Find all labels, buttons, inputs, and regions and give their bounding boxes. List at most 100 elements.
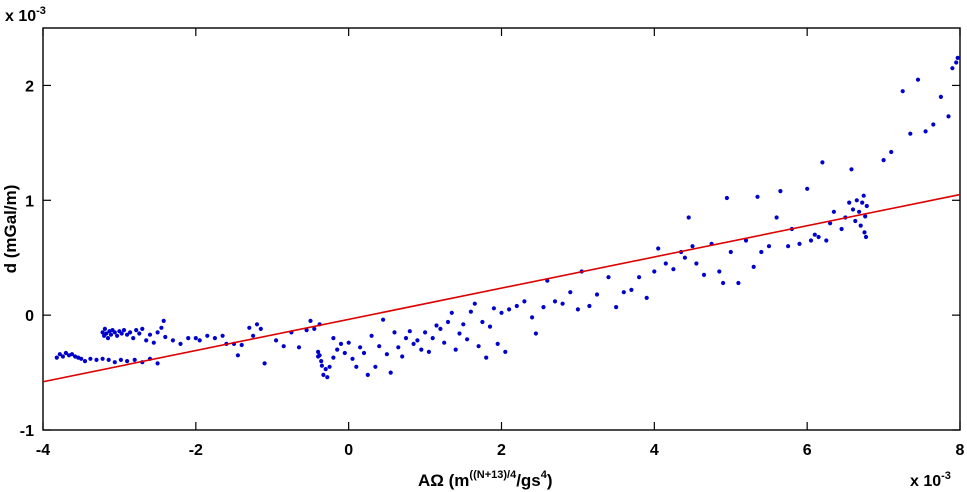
- data-point: [115, 333, 120, 338]
- data-point: [839, 226, 844, 232]
- data-point: [147, 332, 153, 337]
- data-point: [480, 319, 485, 325]
- data-point: [384, 352, 389, 357]
- data-point: [644, 295, 649, 300]
- data-point: [308, 318, 313, 323]
- data-point: [457, 331, 462, 336]
- data-point: [193, 336, 198, 341]
- data-point: [247, 325, 252, 330]
- data-point: [476, 344, 481, 349]
- data-point: [132, 357, 137, 362]
- data-point: [317, 353, 322, 358]
- data-point: [319, 359, 324, 364]
- data-point: [863, 214, 868, 219]
- data-point: [805, 186, 810, 191]
- x-multiplier: x 10-3: [910, 470, 951, 490]
- data-point: [857, 209, 862, 214]
- data-point: [323, 367, 328, 372]
- data-point: [321, 372, 326, 377]
- data-point: [552, 299, 558, 304]
- data-point: [69, 352, 75, 357]
- data-point: [820, 160, 825, 165]
- data-point: [197, 338, 202, 343]
- data-point: [434, 323, 439, 328]
- data-point: [491, 306, 496, 311]
- data-point: [499, 310, 504, 315]
- data-point: [94, 357, 99, 362]
- data-point: [258, 326, 263, 331]
- data-point: [63, 350, 68, 356]
- data-point: [522, 299, 527, 304]
- data-point: [671, 267, 676, 272]
- plot-frame: [42, 27, 961, 431]
- data-point: [262, 361, 267, 366]
- data-point: [335, 347, 340, 352]
- data-point: [724, 195, 730, 201]
- data-point: [112, 360, 117, 365]
- data-point: [915, 77, 921, 82]
- data-point: [331, 355, 336, 360]
- data-point: [860, 200, 865, 205]
- data-point: [392, 330, 397, 335]
- data-point: [663, 261, 668, 266]
- data-point: [220, 333, 225, 338]
- data-point: [140, 326, 145, 331]
- data-point: [361, 350, 367, 356]
- data-point: [812, 232, 817, 237]
- data-point: [637, 275, 642, 280]
- y-tick-labels: -1 0 1 2: [20, 78, 34, 440]
- data-point: [411, 341, 416, 346]
- data-point: [325, 375, 330, 380]
- data-point: [828, 221, 833, 226]
- data-point: [254, 322, 260, 327]
- data-point: [419, 347, 424, 352]
- data-point: [495, 341, 500, 346]
- data-point: [862, 230, 867, 235]
- data-point: [774, 215, 779, 220]
- data-point: [503, 349, 508, 354]
- data-point: [900, 89, 905, 94]
- data-point: [465, 337, 470, 342]
- data-point: [487, 324, 493, 329]
- data-point: [449, 310, 454, 315]
- data-point: [100, 330, 105, 335]
- data-point: [931, 122, 936, 127]
- data-point: [212, 336, 217, 341]
- data-point: [235, 353, 240, 358]
- data-point: [950, 66, 955, 71]
- data-point: [847, 200, 852, 205]
- data-point: [755, 194, 760, 199]
- data-point: [530, 315, 535, 320]
- data-point: [346, 340, 351, 345]
- data-point: [587, 303, 592, 309]
- data-point: [682, 255, 688, 260]
- data-point: [484, 355, 489, 360]
- data-point: [100, 356, 105, 361]
- data-point: [251, 333, 256, 338]
- data-point: [125, 359, 130, 364]
- data-point: [327, 364, 332, 369]
- data-point: [881, 158, 886, 163]
- data-point: [629, 287, 634, 292]
- data-point: [274, 338, 279, 343]
- data-point: [560, 301, 565, 306]
- data-point: [430, 336, 435, 341]
- data-point: [106, 357, 111, 362]
- data-point: [358, 345, 363, 350]
- data-point: [614, 305, 619, 310]
- data-point: [858, 223, 863, 228]
- data-point: [312, 326, 317, 331]
- data-point: [908, 131, 913, 136]
- data-point: [105, 336, 111, 341]
- x-tick-labels: -4 -2 0 2 4 6 8: [36, 442, 965, 459]
- data-point: [137, 331, 142, 336]
- data-point: [766, 244, 772, 249]
- data-point: [423, 330, 428, 335]
- data-point: [281, 344, 286, 349]
- data-point: [786, 244, 791, 249]
- data-point: [849, 167, 854, 172]
- data-point: [373, 364, 378, 369]
- data-point: [864, 203, 869, 209]
- data-point: [461, 322, 466, 327]
